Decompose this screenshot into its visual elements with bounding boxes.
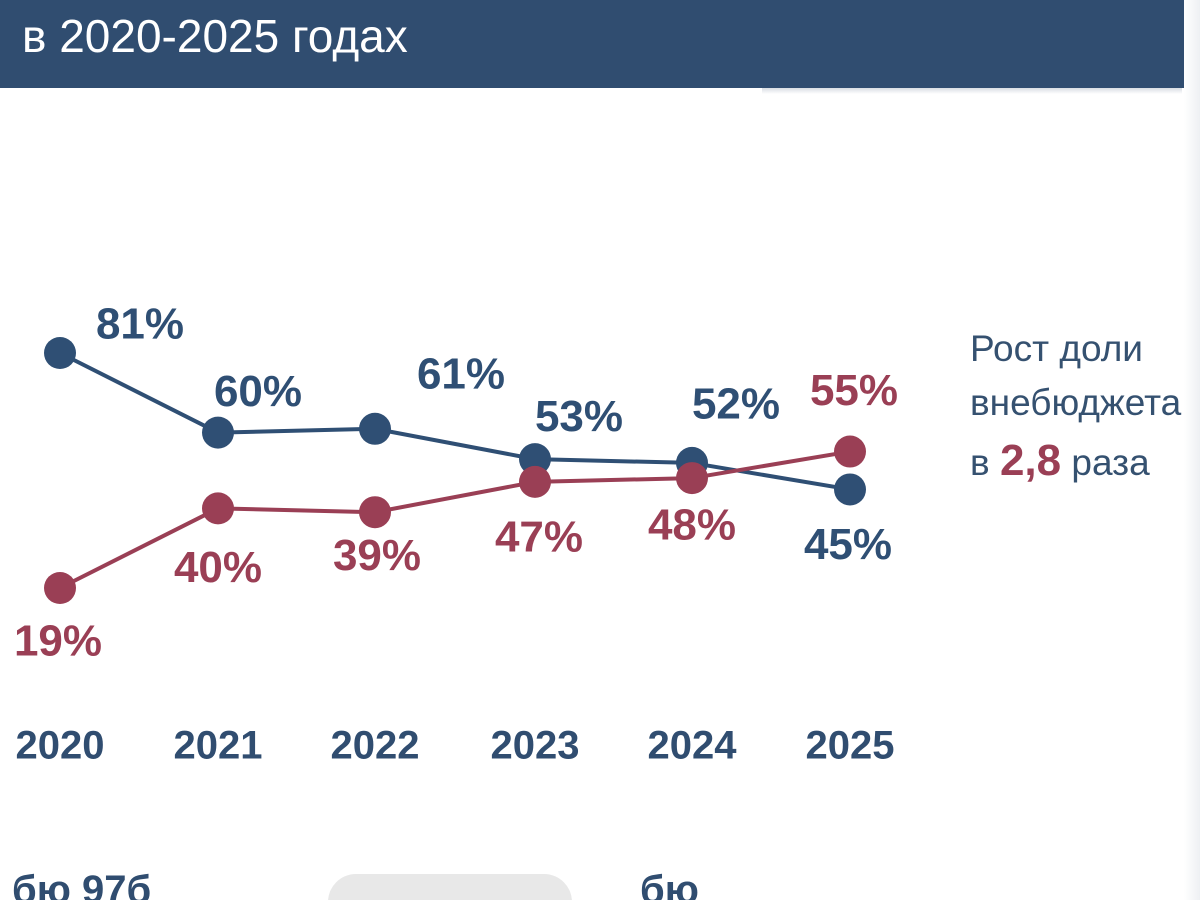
data-label-s2-2025: 55%: [810, 366, 898, 415]
note-prefix: в: [970, 442, 990, 484]
data-label-s2-2021: 40%: [174, 543, 262, 592]
note-line-3: в 2,8 раза: [970, 429, 1190, 493]
data-point-s1-2025: [834, 473, 866, 506]
data-label-s1-2025: 45%: [804, 520, 892, 569]
header-bar: в 2020-2025 годах: [0, 0, 1184, 88]
series-line-1: [59, 351, 851, 492]
x-tick-label-2021: 2021: [174, 724, 263, 768]
data-point-s1-2020: [44, 337, 76, 369]
series-line-2: [59, 449, 851, 590]
note-multiplier: 2,8: [999, 436, 1062, 486]
data-point-s1-2022: [359, 412, 391, 445]
legend: бю 97б бю: [0, 860, 1200, 900]
data-label-s1-2020: 81%: [96, 300, 184, 349]
data-label-s1-2021: 60%: [214, 367, 302, 416]
data-label-s2-2023: 47%: [495, 512, 583, 561]
note-line-2: внебюджета: [970, 381, 1182, 423]
legend-left-text: бю 97б: [12, 868, 152, 900]
data-label-s1-2022: 61%: [417, 349, 505, 398]
data-point-s1-2021: [202, 416, 234, 449]
x-tick-label-2025: 2025: [806, 724, 895, 768]
x-tick-label-2022: 2022: [331, 724, 420, 768]
data-label-s2-2022: 39%: [333, 531, 421, 580]
data-point-s2-2024: [676, 462, 708, 495]
data-point-s2-2021: [202, 492, 234, 525]
edge-shade: [1184, 0, 1200, 900]
page-title: в 2020-2025 годах: [22, 10, 408, 62]
data-point-s2-2025: [834, 435, 866, 468]
legend-right-text: бю: [640, 868, 699, 900]
data-label-s2-2024: 48%: [648, 501, 736, 550]
header-shadow: [762, 88, 1182, 94]
note-line-1: Рост доли: [970, 328, 1143, 369]
x-tick-label-2023: 2023: [491, 724, 580, 768]
data-label-s2-2020: 19%: [14, 617, 102, 666]
data-point-s2-2023: [519, 465, 551, 498]
x-tick-label-2020: 2020: [16, 724, 105, 768]
data-point-s2-2022: [359, 496, 391, 529]
data-label-s1-2023: 53%: [535, 392, 623, 441]
data-point-s1-2023: [519, 443, 551, 476]
legend-toggle[interactable]: [328, 874, 572, 900]
growth-note: Рост доли внебюджета в 2,8 раза: [970, 322, 1190, 493]
note-suffix: раза: [1071, 442, 1150, 484]
x-tick-label-2024: 2024: [648, 724, 738, 768]
data-label-s1-2024: 52%: [692, 380, 780, 429]
data-point-s2-2020: [44, 572, 76, 604]
